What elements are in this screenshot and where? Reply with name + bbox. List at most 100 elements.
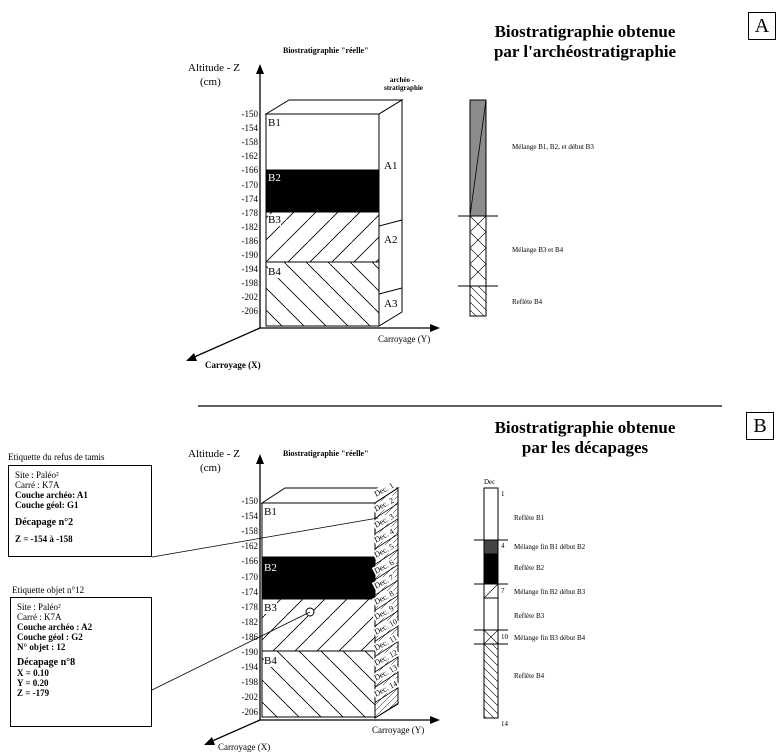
panel-b-axes	[204, 454, 440, 745]
sieve-line-2: Carré : K7A	[15, 480, 60, 490]
panel-b-tick-5: -170	[241, 571, 259, 582]
panel-b-layer-b3: B3	[264, 602, 277, 614]
panel-a-tick-7: -178	[241, 207, 259, 218]
panel-b-note-4: Mélange fin B2 début B3	[514, 588, 586, 596]
sieve-line-1: Site : Paléo²	[15, 470, 59, 480]
panel-a-letter: A	[748, 12, 776, 40]
panel-a-axis-x: Carroyage (X)	[205, 360, 261, 370]
object-line-4: Couche géol : G2	[17, 632, 83, 642]
panel-a-tick-10: -190	[241, 250, 259, 260]
panel-a-archeo-label: archéo - stratigraphie	[384, 76, 423, 92]
sieve-label-title: Etiquette du refus de tamis	[8, 452, 105, 462]
decapage-band-14	[374, 687, 399, 719]
object-leader-line	[151, 611, 311, 691]
object-line-3: Couche archéo : A2	[17, 622, 93, 632]
sieve-decapage: Décapage n°2	[15, 517, 74, 528]
panel-a-layer-b3: B3	[268, 214, 281, 226]
panel-b-tick-11: -194	[241, 662, 259, 673]
panel-b-column	[474, 487, 508, 719]
panel-a-tick-6: -174	[241, 193, 259, 204]
panel-b-altitude-unit: (cm)	[200, 462, 221, 474]
panel-b-tick-2: -158	[241, 526, 259, 537]
panel-b-note-1: Reflète B1	[514, 514, 545, 522]
panel-a-layer-b1: B1	[268, 117, 281, 129]
panel-b-title: Biostratigraphie obtenue par les décapag…	[494, 418, 676, 457]
panel-a-tick-1: -154	[241, 123, 259, 134]
panel-b-tick-10: -190	[241, 647, 259, 657]
panel-a-tick-9: -186	[241, 235, 259, 246]
panel-b-tick-8: -182	[241, 616, 259, 627]
panel-b-tick-13: -202	[241, 692, 259, 703]
panel-a-layer-b2: B2	[268, 172, 281, 184]
panel-b-tick-0: -150	[241, 496, 259, 506]
panel-b-note-7: Reflète B4	[514, 672, 545, 680]
panel-b-tick-14: -206	[241, 707, 259, 718]
object-z: Z = -179	[17, 688, 50, 698]
panel-b-letter: B	[746, 412, 774, 440]
sieve-line-3: Couche archéo: A1	[15, 490, 88, 500]
panel-a-tick-12: -198	[241, 278, 259, 289]
object-label-box: Site : Paléo² Carré : K7A Couche archéo …	[10, 597, 152, 727]
panel-a-tick-11: -194	[241, 264, 259, 275]
object-line-5: N° objet : 12	[17, 642, 66, 652]
panel-b-tick-6: -174	[241, 586, 259, 597]
panel-b-note-3: Reflète B2	[514, 564, 545, 572]
panel-b-axis-y: Carroyage (Y)	[372, 725, 425, 735]
panel-a-note-1: Mélange B1, B2, et début B3	[512, 143, 594, 151]
panel-a-axes	[186, 64, 440, 361]
panel-b-col-num-7: 7	[501, 587, 505, 595]
panel-b-layer-b4: B4	[264, 655, 277, 667]
panel-a-tick-4: -166	[241, 165, 259, 176]
panel-b-col-num-14: 14	[501, 720, 508, 728]
panel-b-tick-9: -186	[241, 631, 259, 642]
panel-b-col-num-4: 4	[501, 542, 505, 550]
panel-a-tick-2: -158	[241, 137, 259, 148]
sieve-z: Z = -154 à -158	[15, 534, 73, 544]
panel-b-note-2: Mélange fin B1 début B2	[514, 543, 586, 551]
sieve-leader-line	[151, 517, 379, 558]
panel-a-layer-a3: A3	[384, 298, 398, 310]
panel-a-altitude-unit: (cm)	[200, 76, 221, 88]
panel-a-tick-5: -170	[241, 179, 259, 190]
object-decapage: Décapage n°8	[17, 657, 76, 668]
panel-a-title: Biostratigraphie obtenue par l'archéostr…	[493, 22, 677, 61]
panel-b-tick-4: -166	[241, 556, 259, 567]
object-line-1: Site : Paléo²	[17, 602, 61, 612]
panel-b-tick-12: -198	[241, 677, 259, 688]
panel-b-col-num-10: 10	[501, 633, 508, 641]
panel-b-note-6: Mélange fin B3 début B4	[514, 634, 586, 642]
panel-a-axis-y: Carroyage (Y)	[378, 334, 431, 344]
panel-b-layer-b2: B2	[264, 562, 277, 574]
panel-a-tick-3: -162	[241, 151, 259, 162]
panel-a-tick-14: -206	[241, 306, 259, 317]
panel-a-tick-0: -150	[241, 109, 259, 119]
sieve-line-4: Couche géol: G1	[15, 500, 79, 510]
object-y: Y = 0.20	[17, 678, 49, 688]
panel-a-altitude-label: Altitude - Z	[188, 62, 240, 74]
panel-b-tick-3: -162	[241, 541, 259, 552]
panel-b-tick-1: -154	[241, 511, 259, 522]
panel-a-layer-a1: A1	[384, 160, 398, 172]
panel-a-block	[264, 99, 404, 327]
panel-b-altitude-label: Altitude - Z	[188, 448, 240, 460]
object-x: X = 0.10	[17, 668, 49, 678]
panel-b-reelle-label: Biostratigraphie "réelle"	[283, 449, 369, 458]
panel-b-tick-7: -178	[241, 601, 259, 612]
object-label-title: Etiquette objet n°12	[12, 585, 85, 595]
panel-a-layer-a2: A2	[384, 234, 398, 246]
panel-b-col-num-1: 1	[501, 490, 505, 498]
object-line-2: Carré : K7A	[17, 612, 62, 622]
panel-a-column	[458, 99, 498, 317]
panel-b-column-header: Dec	[484, 478, 496, 486]
panel-a-tick-8: -182	[241, 221, 259, 232]
panel-a-reelle-label: Biostratigraphie "réelle"	[283, 46, 369, 55]
panel-b-axis-x: Carroyage (X)	[218, 742, 271, 752]
panel-a-note-3: Reflète B4	[512, 298, 543, 306]
panel-a-note-2: Mélange B3 et B4	[512, 246, 564, 254]
sieve-label-box: Site : Paléo² Carré : K7A Couche archéo:…	[8, 465, 152, 557]
panel-b-layer-b1: B1	[264, 506, 277, 518]
panel-b-note-5: Reflète B3	[514, 612, 545, 620]
panel-a-layer-b4: B4	[268, 266, 281, 278]
panel-a-tick-13: -202	[241, 292, 259, 303]
